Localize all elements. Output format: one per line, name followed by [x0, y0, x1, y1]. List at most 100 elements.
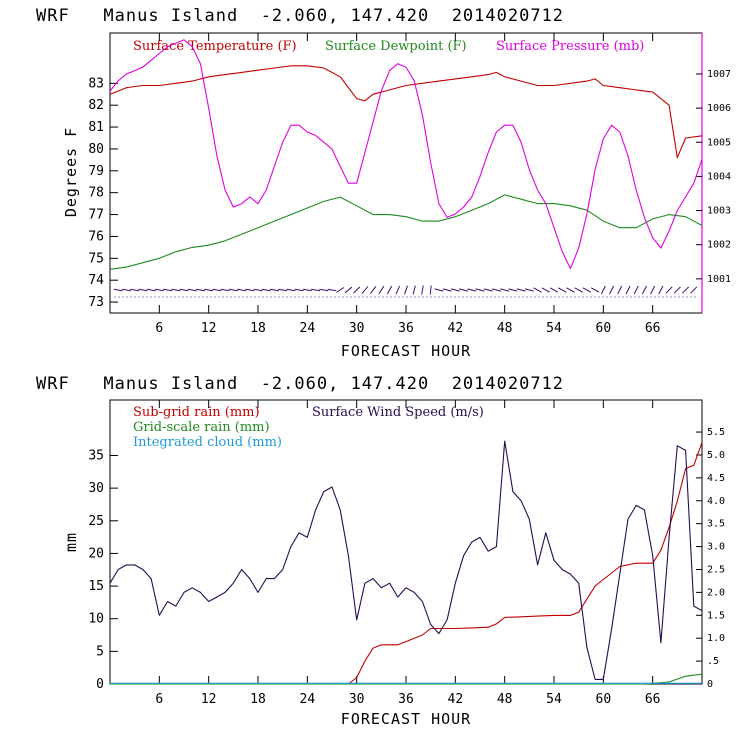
panel2-x-ticks: 6 12 18 24 30 36 42 48 54 60 66	[155, 400, 660, 707]
wind-barbs	[113, 285, 698, 298]
x-tick-label: 12	[201, 321, 217, 336]
panel2-y2-ticks: 0 .5 1.0 1.5 2.0 2.5 3.0 3.5 4.0 4.5 5.0 5.5	[696, 427, 725, 690]
x-tick-label: 48	[497, 692, 513, 707]
wind-barb	[386, 285, 393, 295]
legend-subgrid-rain: Sub-grid rain (mm)	[133, 405, 260, 420]
y2-tick-label: 1002	[707, 240, 731, 251]
wind-barb	[378, 285, 385, 295]
wind-barb	[690, 286, 698, 294]
wind-barb	[682, 286, 690, 294]
legend-temperature: Surface Temperature (F)	[133, 39, 297, 54]
y-tick-label: 82	[88, 98, 104, 113]
x-tick-label: 36	[398, 321, 414, 336]
wind-barb	[369, 286, 377, 294]
wind-barb	[327, 288, 337, 292]
x-tick-label: 12	[201, 692, 217, 707]
wind-barb	[442, 288, 452, 292]
panel1-y2-ticks: 1001 1002 1003 1004 1005 1006 1007	[696, 69, 731, 285]
y-tick-label: 80	[88, 142, 104, 157]
x-tick-label: 24	[300, 321, 316, 336]
y-tick-label: 81	[88, 120, 104, 135]
y-tick-label: 79	[88, 164, 104, 179]
legend-grid-scale-rain: Grid-scale rain (mm)	[133, 420, 270, 435]
wind-barb	[582, 287, 592, 293]
y2-tick-label: 0	[707, 679, 713, 690]
wind-barb	[204, 288, 214, 292]
wind-barb	[237, 288, 247, 292]
wind-barb	[311, 288, 321, 292]
wind-barb	[429, 285, 432, 295]
wind-barb	[261, 288, 271, 292]
y2-tick-label: 3.5	[707, 519, 725, 530]
y2-tick-label: 1004	[707, 171, 731, 182]
wind-barb	[524, 288, 534, 292]
x-tick-label: 66	[645, 692, 661, 707]
wind-barb	[278, 288, 288, 292]
panel2-series	[109, 440, 703, 685]
y2-tick-label: 4.5	[707, 473, 725, 484]
wind-barb	[344, 286, 353, 294]
y-tick-label: 78	[88, 186, 104, 201]
wind-barb	[566, 287, 575, 293]
wind-barb	[650, 285, 656, 295]
wind-barb	[617, 285, 623, 295]
wind-barb	[541, 287, 550, 293]
panel-rain-wind: WRF Manus Island -2.060, 147.420 2014020…	[36, 374, 725, 728]
wind-barb	[286, 288, 296, 292]
wind-barb	[467, 288, 477, 292]
y-tick-label: 25	[88, 514, 104, 529]
wind-barb	[353, 286, 361, 294]
series-surface-pressure-mb	[109, 39, 703, 270]
y-tick-label: 77	[88, 208, 104, 223]
y2-tick-label: 1001	[707, 274, 731, 285]
panel1-y-axis-label: Degrees F	[62, 127, 80, 217]
panel1-series	[109, 39, 703, 270]
x-tick-label: 18	[250, 692, 266, 707]
wind-barb	[220, 288, 230, 292]
wind-barb	[121, 288, 131, 292]
legend-pressure: Surface Pressure (mb)	[496, 39, 644, 54]
wind-barb	[491, 288, 501, 292]
wind-barb	[549, 287, 559, 293]
y2-tick-label: 1007	[707, 69, 731, 80]
x-tick-label: 6	[155, 692, 163, 707]
wind-barb	[130, 288, 140, 292]
y2-tick-label: 5.0	[707, 450, 725, 461]
wind-barb	[609, 285, 615, 295]
wind-barb	[475, 288, 485, 292]
x-tick-label: 30	[349, 692, 365, 707]
wind-barb	[154, 288, 164, 292]
x-tick-label: 42	[448, 321, 464, 336]
wind-barb	[590, 287, 600, 293]
y-tick-label: 83	[88, 76, 104, 91]
wind-barb	[179, 288, 189, 292]
y2-tick-label: 2.0	[707, 587, 725, 598]
wind-barb	[483, 288, 493, 292]
y2-tick-label: 1003	[707, 206, 731, 217]
y2-tick-label: 1.5	[707, 610, 725, 621]
wind-barb	[500, 288, 510, 292]
x-tick-label: 42	[448, 692, 464, 707]
x-tick-label: 6	[155, 321, 163, 336]
wind-barb	[146, 288, 156, 292]
panel2-title: WRF Manus Island -2.060, 147.420 2014020…	[36, 374, 564, 394]
wind-barb	[665, 286, 673, 294]
wind-barb	[187, 288, 197, 292]
wind-barb	[253, 288, 263, 292]
x-tick-label: 30	[349, 321, 365, 336]
panel2-y-ticks: 0 5 10 15 20 25 30 35	[88, 448, 118, 692]
wind-barb	[633, 285, 639, 295]
wind-barb	[558, 287, 567, 293]
wind-barb	[395, 285, 401, 295]
series-surface-wind-speed-m-s	[109, 440, 703, 680]
wind-barb	[600, 285, 606, 295]
wind-barb	[138, 288, 148, 292]
panel2-y-axis-label: mm	[62, 532, 80, 552]
wind-barb	[163, 288, 173, 292]
wind-barb	[336, 287, 345, 293]
wind-barb	[269, 288, 279, 292]
wind-barb	[404, 285, 408, 295]
x-tick-label: 24	[300, 692, 316, 707]
x-tick-label: 60	[596, 692, 612, 707]
